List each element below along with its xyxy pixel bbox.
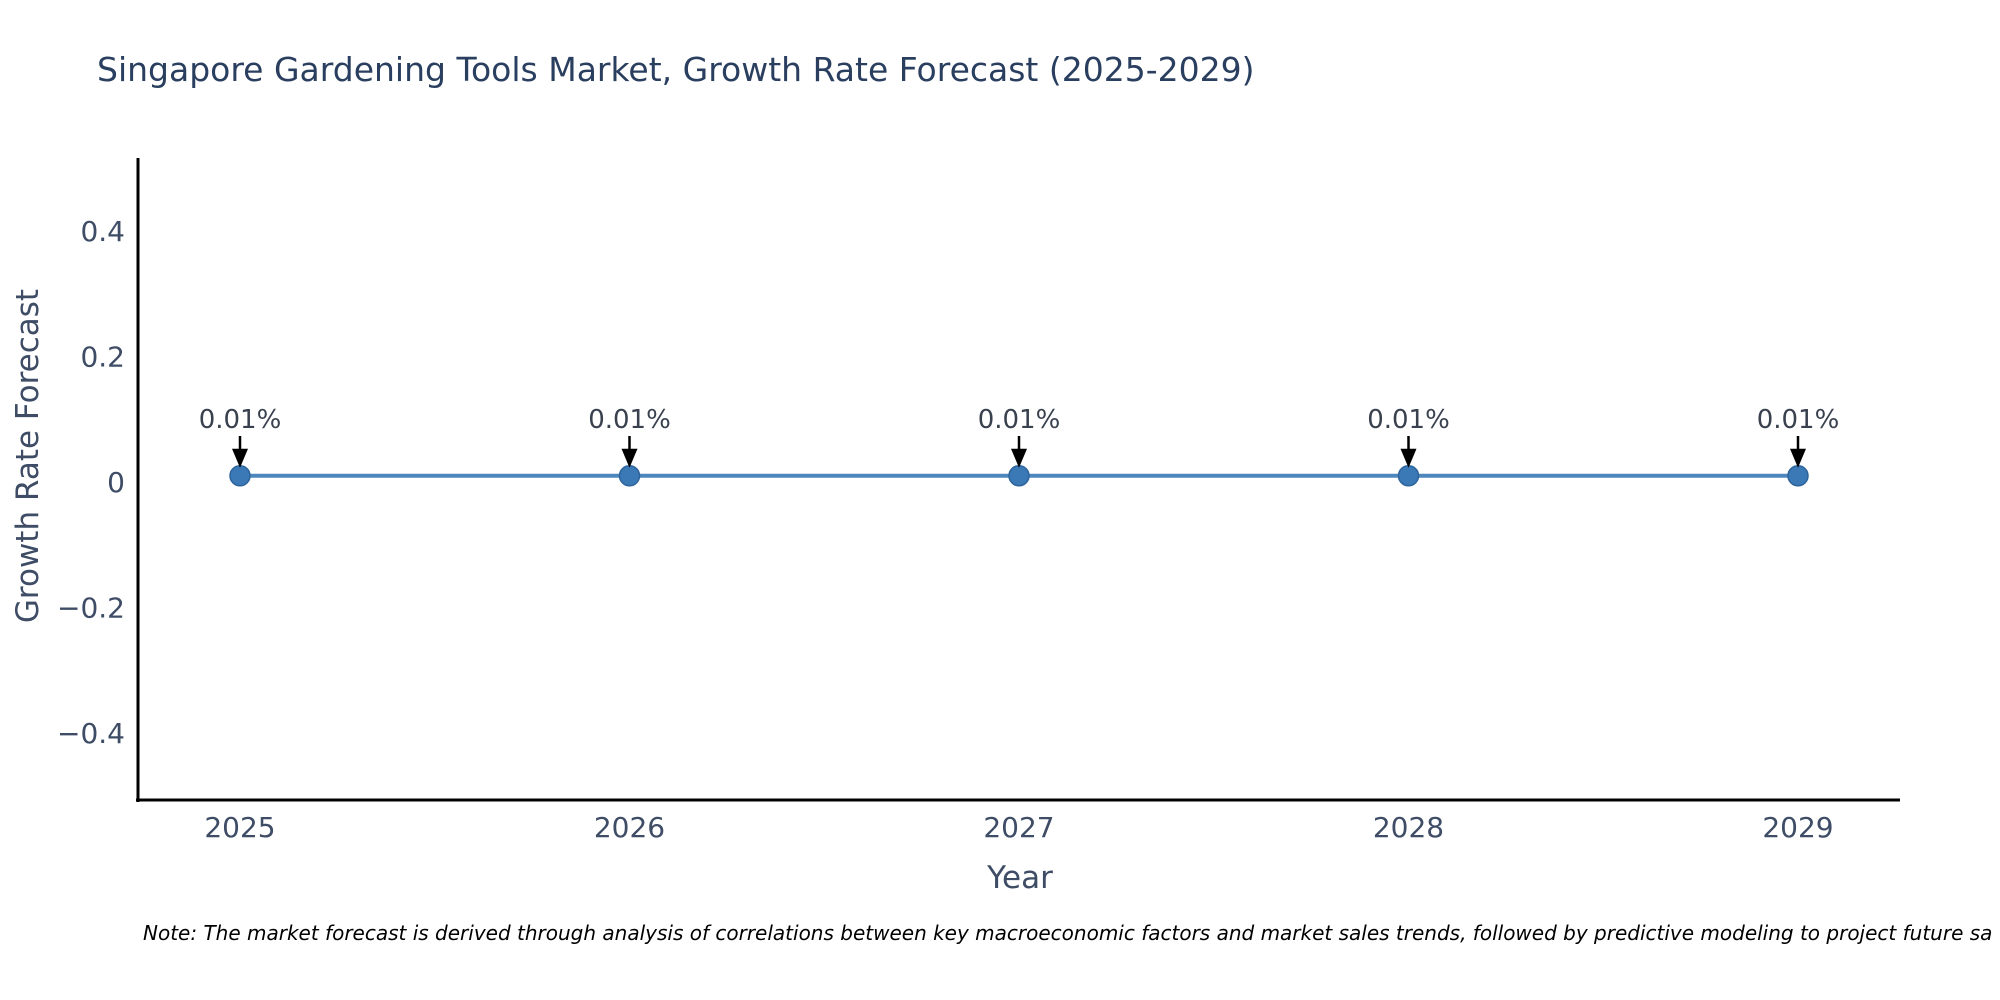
data-point-marker [1787, 464, 1809, 487]
y-tick-label: −0.2 [57, 591, 125, 624]
y-tick-label: 0.4 [80, 215, 125, 248]
footnote: Note: The market forecast is derived thr… [143, 921, 1993, 945]
x-axis-label: Year [987, 860, 1053, 896]
chart-title: Singapore Gardening Tools Market, Growth… [97, 50, 1255, 89]
x-tick-label: 2028 [1373, 811, 1444, 844]
y-tick-label: 0.2 [80, 341, 125, 374]
annotation-arrow-head [1790, 448, 1806, 468]
annotation-arrow-head [621, 448, 638, 468]
annotation-arrow-head [232, 448, 248, 468]
data-point-label: 0.01% [1367, 405, 1450, 435]
data-point-label: 0.01% [199, 405, 282, 435]
x-tick-label: 2029 [1762, 811, 1833, 844]
data-point-label: 0.01% [1757, 405, 1840, 435]
x-tick-label: 2027 [983, 811, 1054, 844]
data-point-marker [1397, 464, 1420, 487]
x-tick-label: 2026 [594, 811, 665, 844]
annotation-arrow-head [1400, 448, 1417, 468]
data-point-label: 0.01% [978, 405, 1061, 435]
data-point-marker [1008, 464, 1030, 487]
data-point-label: 0.01% [588, 405, 671, 435]
y-tick-label: −0.4 [57, 717, 125, 750]
y-tick-label: 0 [107, 466, 125, 499]
data-point-marker [618, 464, 641, 487]
x-tick-label: 2025 [204, 811, 275, 844]
data-point-marker [229, 464, 251, 487]
annotation-arrow-head [1011, 448, 1027, 468]
